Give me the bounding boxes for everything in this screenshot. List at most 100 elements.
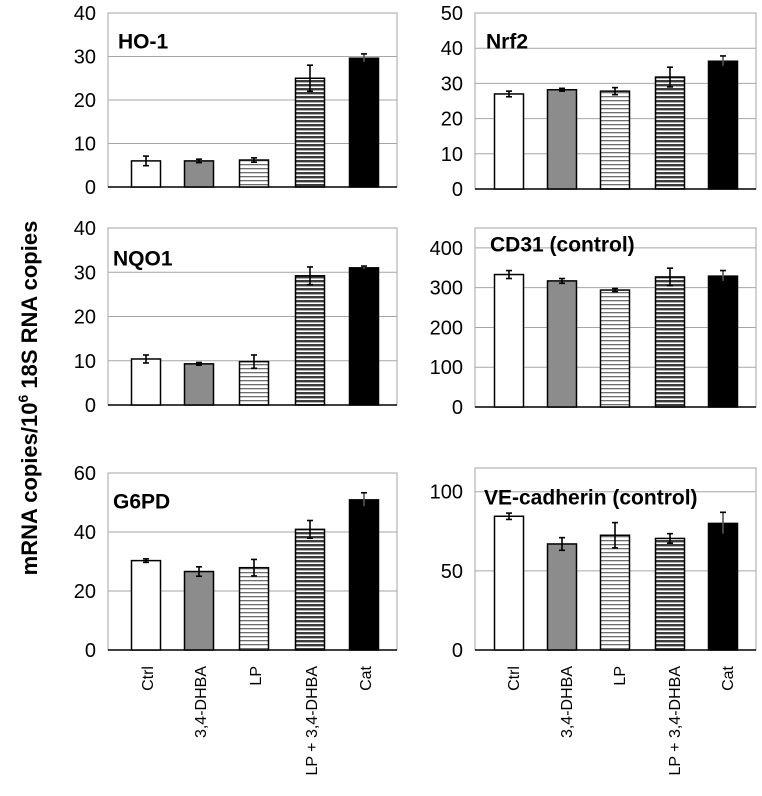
error-bar	[506, 512, 512, 521]
panel-title: CD31 (control)	[490, 233, 635, 256]
y-tick-label: 400	[430, 238, 463, 260]
bar	[238, 566, 270, 651]
bar	[654, 537, 686, 651]
y-tick-label: 30	[74, 47, 96, 69]
y-tick-label: 50	[441, 3, 463, 25]
error-bar	[196, 158, 202, 164]
bar	[348, 267, 380, 406]
bar	[546, 88, 578, 190]
error-bar	[196, 361, 202, 366]
y-tick-label: 30	[441, 73, 463, 95]
x-tick-label: 3,4-DHBA	[193, 666, 210, 738]
bar	[294, 77, 326, 188]
y-tick-label: 60	[74, 463, 96, 485]
bar	[599, 90, 631, 190]
chart-panel: 0 10 20 30 40 HO-1	[74, 3, 398, 199]
x-tick-label: Ctrl	[140, 666, 157, 691]
panel-title: NQO1	[113, 247, 173, 270]
y-tick-label: 40	[74, 218, 96, 240]
chart-panel: 0 10 20 30 40 50 Nrf2	[441, 3, 757, 201]
bar	[183, 160, 215, 188]
bar	[130, 358, 162, 406]
bar	[599, 289, 631, 408]
error-bar	[307, 266, 313, 286]
error-bar	[559, 277, 565, 285]
error-bar	[251, 558, 257, 577]
y-tick-label: 0	[452, 397, 463, 419]
bar	[130, 559, 162, 651]
panel-title: VE-cadherin (control)	[484, 486, 698, 509]
y-tick-label: 10	[74, 351, 96, 373]
error-bar	[506, 269, 512, 280]
y-tick-label: 0	[452, 179, 463, 201]
bar	[707, 60, 739, 190]
bar	[707, 522, 739, 651]
y-tick-label: 30	[74, 262, 96, 284]
y-tick-label: 50	[441, 561, 463, 583]
error-bar	[612, 287, 618, 293]
bar	[654, 76, 686, 190]
x-tick-label: Ctrl	[506, 666, 523, 691]
bar	[546, 543, 578, 651]
y-tick-label: 40	[74, 3, 96, 25]
panel-title: G6PD	[113, 490, 170, 513]
y-tick-label: 200	[430, 317, 463, 339]
error-bar	[251, 354, 257, 370]
x-tick-label: 3,4-DHBA	[559, 666, 576, 738]
chart-panel: 0 50 100 VE-cadherin (control)	[430, 467, 757, 662]
chart-panel: 0 20 40 60 G6PD	[74, 463, 398, 662]
bar	[348, 499, 380, 651]
error-bar	[196, 566, 202, 578]
error-bar	[559, 536, 565, 552]
y-tick-label: 0	[85, 395, 96, 417]
x-axis-labels-left: Ctrl 3,4-DHBA LP LP + 3,4-DHBA Cat	[140, 665, 375, 775]
y-tick-label: 100	[430, 482, 463, 504]
y-tick-label: 20	[74, 581, 96, 603]
y-tick-label: 0	[85, 640, 96, 662]
bar	[654, 276, 686, 408]
error-bar	[612, 521, 618, 549]
error-bar	[667, 267, 673, 287]
bar	[294, 275, 326, 406]
panel-title: HO-1	[118, 30, 168, 53]
y-tick-label: 20	[74, 90, 96, 112]
bar	[599, 534, 631, 651]
error-bar	[720, 55, 726, 68]
bar	[183, 363, 215, 406]
error-bar	[720, 511, 726, 536]
bar	[348, 57, 380, 188]
y-tick-label: 40	[74, 522, 96, 544]
bar	[493, 515, 525, 651]
y-tick-label: 300	[430, 278, 463, 300]
error-bar	[506, 90, 512, 98]
y-tick-label: 10	[441, 144, 463, 166]
error-bar	[559, 87, 565, 92]
error-bar	[612, 86, 618, 96]
error-bar	[143, 354, 149, 364]
error-bar	[361, 491, 367, 508]
y-tick-label: 40	[441, 38, 463, 60]
bar	[183, 570, 215, 651]
x-axis-labels-right: Ctrl 3,4-DHBA LP LP + 3,4-DHBA Cat	[506, 665, 737, 775]
error-bar	[667, 66, 673, 88]
error-bar	[143, 155, 149, 167]
x-tick-label: Cat	[720, 665, 737, 690]
error-bar	[143, 558, 149, 564]
error-bar	[720, 269, 726, 283]
x-tick-label: LP + 3,4-DHBA	[304, 666, 321, 776]
x-tick-label: LP + 3,4-DHBA	[667, 666, 684, 776]
x-tick-label: Cat	[358, 665, 375, 690]
bar	[493, 273, 525, 408]
chart-panel: 0 10 20 30 40 NQO1	[74, 218, 398, 417]
error-bar	[361, 265, 367, 271]
x-tick-label: LP	[612, 666, 629, 686]
bar	[707, 275, 739, 408]
y-tick-label: 100	[430, 357, 463, 379]
bar	[546, 280, 578, 408]
error-bar	[307, 64, 313, 93]
bar	[493, 93, 525, 190]
bar	[238, 159, 270, 188]
chart-panel: 0 100 200 300 400 CD31 (control)	[430, 227, 757, 419]
error-bar	[361, 53, 367, 64]
